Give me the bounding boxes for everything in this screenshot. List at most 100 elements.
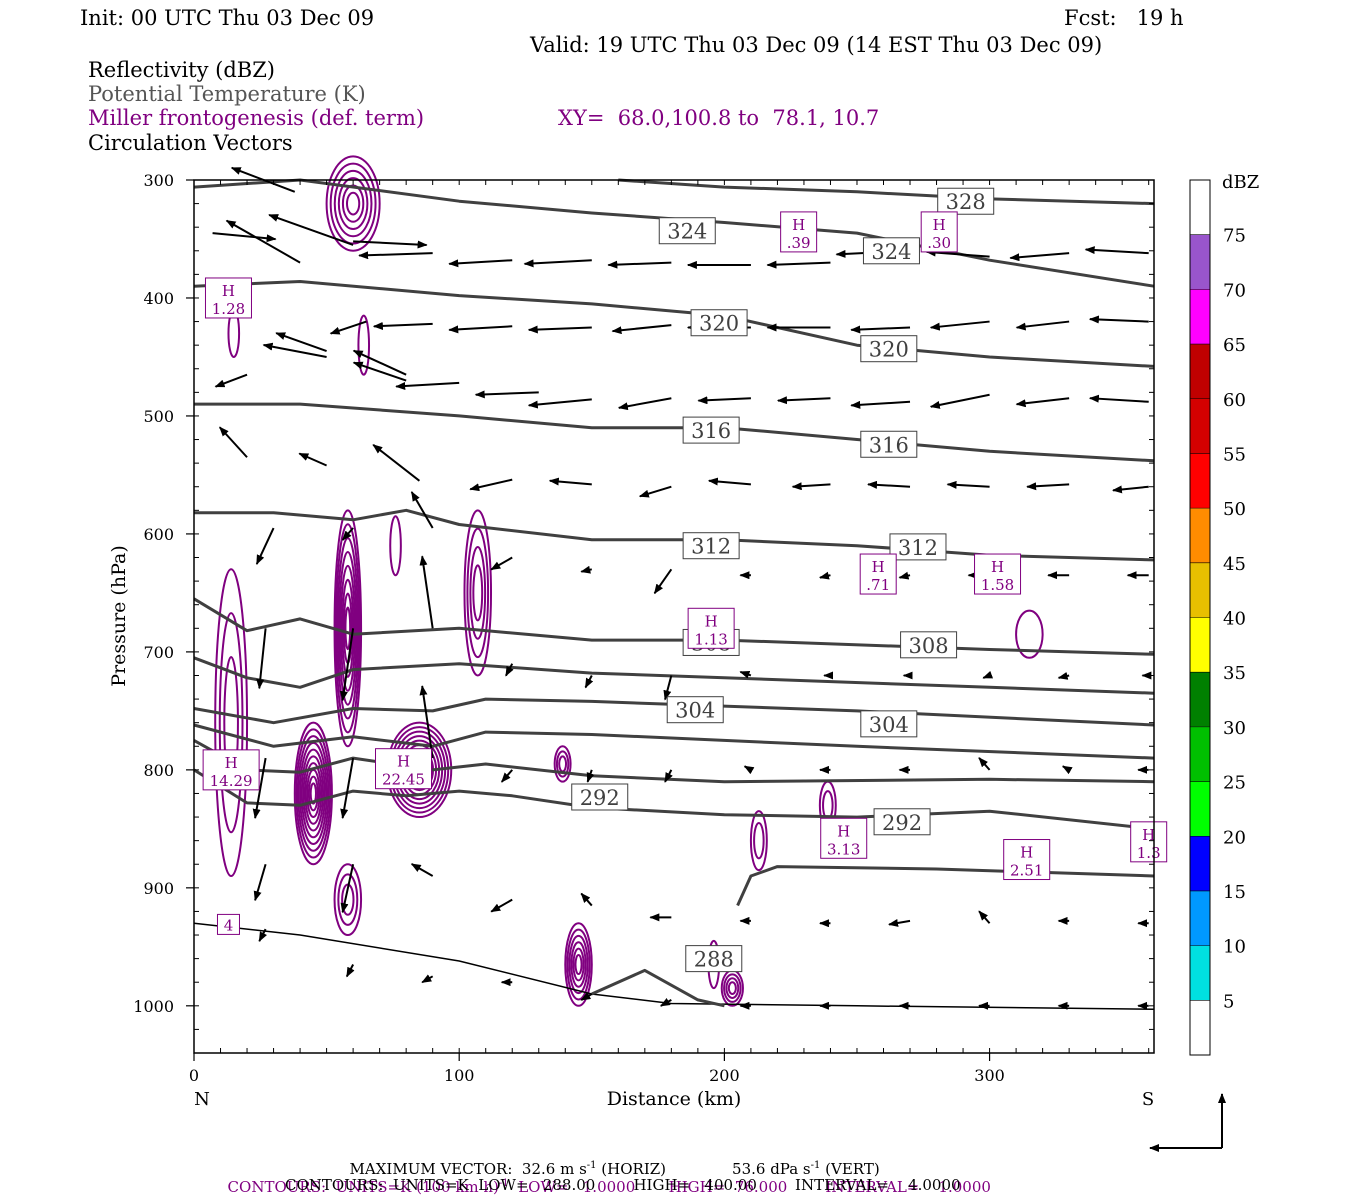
circulation-vector [372, 321, 433, 330]
theta-label-box [690, 309, 748, 337]
circulation-vector [469, 478, 513, 492]
circulation-vector [1084, 246, 1149, 255]
colorbar-segment [1190, 180, 1210, 235]
circulation-vector [1088, 394, 1149, 403]
circulation-vector [410, 491, 434, 529]
frontogenesis-contour [295, 728, 332, 859]
theta-label: 316 [691, 419, 731, 443]
circulation-vector [256, 628, 267, 690]
circulation-vector [500, 769, 513, 783]
valid-time: Valid: 19 UTC Thu 03 Dec 09 (14 EST Thu … [530, 33, 1103, 57]
circulation-vector [1015, 320, 1070, 331]
colorbar-label: 15 [1223, 882, 1246, 903]
colorbar-segment [1190, 726, 1210, 782]
frontogenesis-contour [357, 314, 371, 376]
theta-contour [736, 865, 1155, 907]
frontogenesis-contour [466, 527, 490, 659]
circulation-vector [268, 213, 354, 246]
frontogenesis-contour [337, 873, 359, 926]
circulation-vector [218, 426, 248, 458]
colorbar-label: 60 [1223, 390, 1246, 411]
frontogenesis-contour [568, 934, 589, 995]
frontogenesis-contour [329, 162, 377, 245]
theta-label-box [900, 631, 958, 659]
forecast-hour: Fcst: 19 h [1064, 6, 1184, 30]
frontogenesis-contour [344, 606, 352, 651]
circulation-vector [352, 361, 407, 382]
footer-frontogenesis-contours: CONTOURS: UNITS=K (100 km h)-1 LOW= 1.00… [227, 1178, 991, 1196]
colorbar-segment [1190, 617, 1210, 673]
circulation-vector [214, 373, 248, 388]
theta-contour [193, 739, 1155, 784]
circulation-vector [766, 260, 831, 269]
colorbar-label: 50 [1223, 499, 1246, 520]
circulation-vector [1061, 765, 1073, 775]
circulation-vector [352, 349, 407, 376]
frontogenesis-max-box [687, 607, 735, 649]
circulation-vector [580, 992, 593, 1001]
north-label: N [194, 1089, 210, 1110]
field-theta: Potential Temperature (K) [88, 82, 366, 106]
circulation-vector [474, 390, 539, 399]
colorbar-segment [1190, 453, 1210, 509]
circulation-vector [225, 219, 301, 264]
colorbar-segment [1190, 344, 1210, 399]
frontogenesis-contour [753, 821, 765, 860]
circulation-vector [212, 232, 277, 243]
frontogenesis-max-letter: H [222, 282, 235, 300]
circulation-vector [611, 324, 672, 335]
frontogenesis-max-value: 3.13 [827, 840, 860, 858]
circulation-vector [697, 396, 751, 405]
circulation-vector [262, 342, 327, 358]
circulation-vector [329, 320, 367, 335]
circulation-vector [850, 325, 911, 334]
circulation-vector [358, 251, 433, 260]
frontogenesis-contour [339, 564, 356, 692]
circulation-vector [372, 444, 421, 482]
theta-label-box [889, 533, 947, 561]
circulation-vector [255, 527, 275, 565]
circulation-vector [946, 480, 990, 489]
circulation-vector [586, 769, 595, 783]
theta-label: 324 [667, 220, 707, 244]
theta-label-box [860, 430, 918, 458]
x-tick-label: 0 [189, 1066, 199, 1085]
frontogenesis-max-box [202, 749, 260, 791]
x-tick-label: 200 [709, 1066, 740, 1085]
frontogenesis-max-value: .71 [866, 576, 890, 594]
frontogenesis-max-value: 1.3 [1137, 844, 1161, 862]
cross-section-endpoints: XY= 68.0,100.8 to 78.1, 10.7 [558, 106, 880, 130]
circulation-vector [505, 663, 514, 677]
frontogenesis-max-value: 1.28 [212, 300, 245, 318]
y-tick-label: 1000 [133, 997, 174, 1016]
frontogenesis-contour [749, 810, 768, 872]
theta-label: 312 [691, 535, 731, 559]
theta-label-box [860, 335, 918, 363]
frontogenesis-max-letter: H [397, 753, 410, 771]
field-reflectivity: Reflectivity (dBZ) [88, 58, 276, 82]
circulation-vector [252, 757, 267, 820]
frontogenesis-max-box [1003, 839, 1051, 881]
colorbar-segment [1190, 508, 1210, 563]
theta-contour [193, 922, 1155, 1011]
circulation-vector [982, 670, 994, 679]
frontogenesis-contour [304, 762, 323, 825]
frontogenesis-contour [725, 977, 740, 999]
theta-contour [193, 697, 1155, 727]
circulation-vector [617, 397, 672, 411]
frontogenesis-max-letter: H [792, 216, 805, 234]
circulation-vector [340, 757, 355, 820]
frontogenesis-max-letter: H [225, 754, 238, 772]
frontogenesis-max-letter: H [837, 822, 850, 840]
theta-label-box [873, 808, 931, 836]
colorbar-frame [1189, 179, 1211, 1056]
circulation-vector [739, 670, 752, 679]
init-time: Init: 00 UTC Thu 03 Dec 09 [80, 6, 375, 30]
circulation-vector [523, 259, 592, 268]
circulation-vector [345, 964, 355, 978]
frontogenesis-contour [307, 775, 319, 812]
colorbar-label: 55 [1223, 444, 1246, 465]
frontogenesis-max-letter: H [1020, 844, 1033, 862]
theta-label-box [682, 532, 740, 560]
circulation-vector [353, 240, 428, 249]
